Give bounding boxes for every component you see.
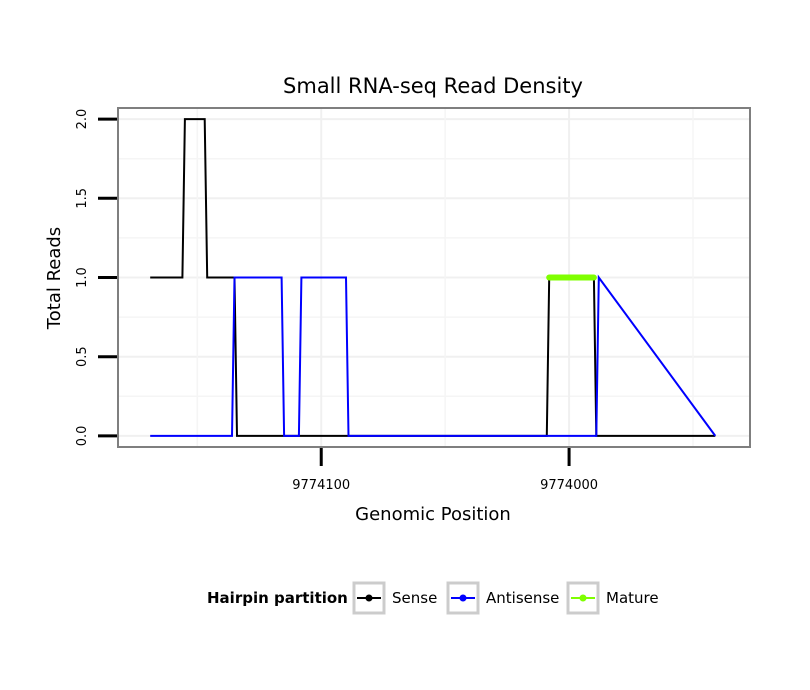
y-axis-ticks: 0.0 0.5 1.0 1.5 2.0 [75, 109, 117, 447]
x-tick-label: 9774000 [540, 478, 598, 493]
legend: Hairpin partition Sense Antisense Mature [207, 581, 659, 615]
x-axis-ticks: 9774100 9774000 [292, 448, 598, 493]
y-tick-label: 1.5 [75, 188, 90, 209]
legend-item-antisense: Antisense [446, 581, 559, 615]
y-tick-label: 1.0 [75, 267, 90, 288]
legend-title: Hairpin partition [207, 589, 348, 607]
series-line-antisense [150, 274, 717, 437]
x-tick-label: 9774100 [292, 478, 350, 493]
legend-item-sense: Sense [352, 581, 437, 615]
series-layer [150, 118, 717, 437]
x-axis-label: Genomic Position [355, 504, 511, 525]
plot-border [117, 107, 751, 448]
legend-label: Mature [606, 589, 659, 607]
legend-label: Sense [392, 589, 437, 607]
legend-label: Antisense [486, 589, 559, 607]
chart-title: Small RNA-seq Read Density [283, 74, 583, 98]
legend-key-point [365, 594, 373, 602]
legend-item-mature: Mature [566, 581, 659, 615]
y-axis-label: Total Reads [44, 227, 65, 330]
legend-key-point [579, 594, 587, 602]
y-tick-label: 0.0 [75, 426, 90, 447]
y-tick-label: 0.5 [75, 346, 90, 367]
series-line-sense [150, 118, 716, 437]
y-tick-label: 2.0 [75, 109, 90, 130]
legend-key-box [446, 581, 480, 615]
legend-key-point [459, 594, 467, 602]
